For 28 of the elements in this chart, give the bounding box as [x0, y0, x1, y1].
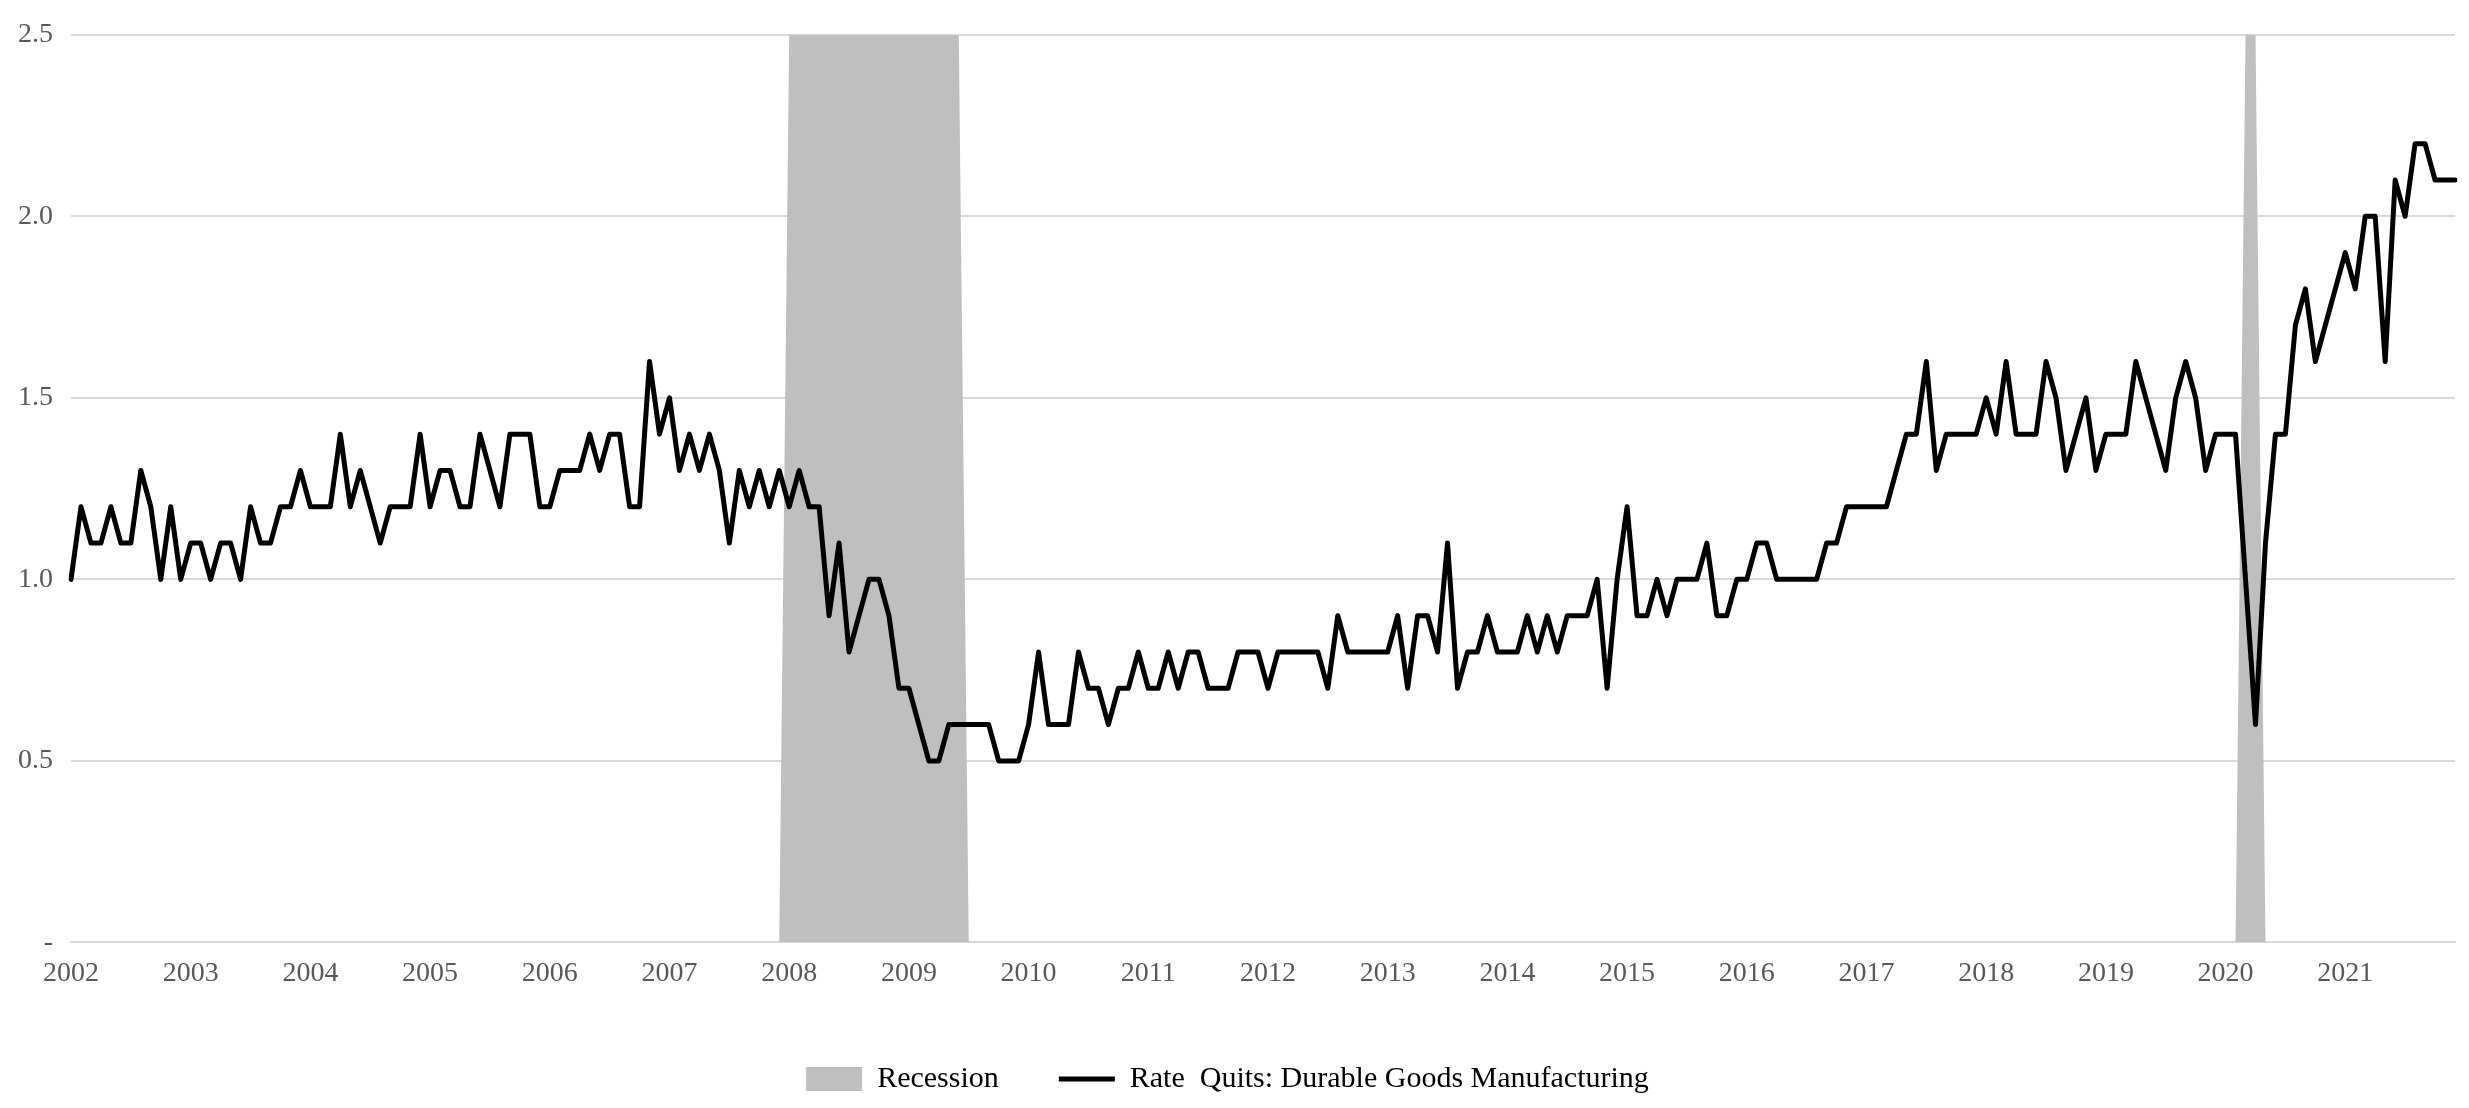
legend-label: Rate Quits: Durable Goods Manufacturing [1129, 1059, 1649, 1093]
x-tick-label: 2015 [1599, 955, 1656, 987]
x-tick-label: 2008 [761, 955, 818, 987]
x-tick-label: 2009 [880, 955, 937, 987]
legend-label: Recession [877, 1059, 999, 1093]
x-tick-label: 2005 [402, 955, 459, 987]
x-tick-label: 2017 [1838, 955, 1895, 987]
x-tick-label: 2020 [2197, 955, 2254, 987]
x-tick-label: 2018 [1958, 955, 2015, 987]
y-tick-label: 2.5 [18, 17, 53, 49]
y-tick-label: 2.0 [18, 198, 53, 230]
x-tick-label: 2011 [1120, 955, 1176, 987]
x-tick-label: 2003 [162, 955, 219, 987]
y-tick-label: 1.5 [18, 380, 53, 412]
x-tick-label: 2012 [1239, 955, 1296, 987]
x-tick-label: 2021 [2317, 955, 2374, 987]
x-tick-label: 2010 [1000, 955, 1057, 987]
x-tick-label: 2016 [1718, 955, 1775, 987]
x-tick-label: 2002 [43, 955, 99, 987]
x-tick-label: 2019 [2077, 955, 2134, 987]
y-tick-label: 1.0 [18, 561, 53, 593]
x-tick-label: 2007 [641, 955, 698, 987]
x-tick-label: 2004 [282, 955, 339, 987]
x-tick-label: 2013 [1359, 955, 1416, 987]
y-tick-label: - [43, 924, 53, 956]
y-tick-label: 0.5 [18, 743, 53, 775]
x-tick-label: 2014 [1479, 955, 1536, 987]
x-tick-label: 2006 [521, 955, 578, 987]
